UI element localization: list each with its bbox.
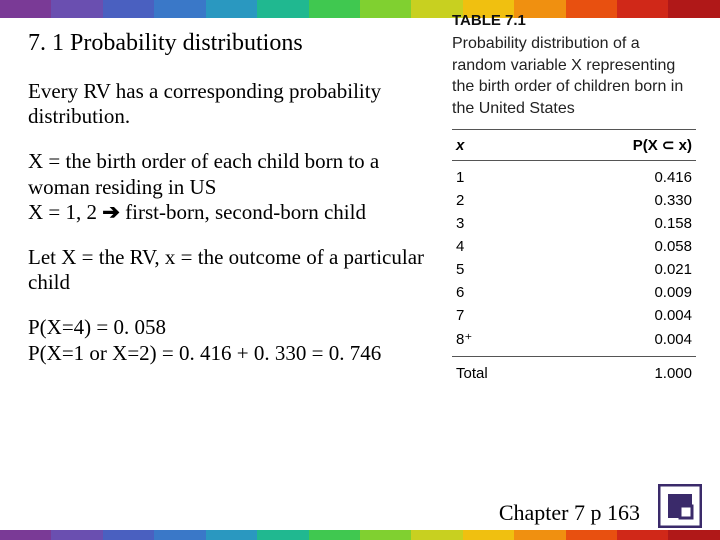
stripe-segment: [617, 530, 668, 540]
table-row: 60.009: [452, 281, 696, 304]
page-footer-text: Chapter 7 p 163: [499, 500, 640, 526]
stripe-segment: [103, 530, 154, 540]
stripe-segment: [51, 530, 102, 540]
stripe-segment: [463, 530, 514, 540]
table-cell-x: 8⁺: [452, 327, 550, 357]
table-body: 10.41620.33030.15840.05850.02160.00970.0…: [452, 161, 696, 389]
slide-text-column: 7. 1 Probability distributions Every RV …: [28, 30, 438, 386]
table-cell-prob: 0.416: [550, 161, 696, 190]
stripe-segment: [0, 0, 51, 18]
stripe-segment: [206, 0, 257, 18]
table-cell-prob: 0.004: [550, 304, 696, 327]
stripe-segment: [360, 0, 411, 18]
stripe-segment: [0, 530, 51, 540]
table-row: 10.416: [452, 161, 696, 190]
stripe-segment: [309, 0, 360, 18]
definition-line2-prefix: X = 1, 2: [28, 200, 102, 224]
table-cell-prob: 0.330: [550, 189, 696, 212]
table-header-row: x P(X ⊂ x): [452, 130, 696, 161]
rv-notation-paragraph: Let X = the RV, x = the outcome of a par…: [28, 245, 438, 295]
table-cell-prob: 0.058: [550, 235, 696, 258]
bottom-rainbow-stripe: [0, 530, 720, 540]
table-cell-prob: 0.004: [550, 327, 696, 357]
table-cell-x: 7: [452, 304, 550, 327]
section-heading: 7. 1 Probability distributions: [28, 30, 438, 57]
stripe-segment: [360, 530, 411, 540]
stripe-segment: [51, 0, 102, 18]
table-cell-x: 6: [452, 281, 550, 304]
stripe-segment: [309, 530, 360, 540]
table-row: 50.021: [452, 258, 696, 281]
table-cell-prob: 0.009: [550, 281, 696, 304]
table-row: 30.158: [452, 212, 696, 235]
stripe-segment: [154, 0, 205, 18]
definition-paragraph: X = the birth order of each child born t…: [28, 149, 438, 225]
table-total-label: Total: [452, 357, 550, 389]
definition-line2-suffix: first-born, second-born child: [120, 200, 366, 224]
table-row: 40.058: [452, 235, 696, 258]
table-total-row: Total1.000: [452, 357, 696, 389]
table-header-x: x: [452, 130, 550, 161]
stripe-segment: [411, 530, 462, 540]
probability-calc-paragraph: P(X=4) = 0. 058 P(X=1 or X=2) = 0. 416 +…: [28, 315, 438, 365]
stripe-segment: [206, 530, 257, 540]
stripe-segment: [257, 530, 308, 540]
table-caption: Probability distribution of a random var…: [452, 33, 696, 119]
table-header-p: P(X ⊂ x): [550, 130, 696, 161]
stripe-segment: [103, 0, 154, 18]
table-cell-prob: 0.158: [550, 212, 696, 235]
table-cell-x: 3: [452, 212, 550, 235]
table-cell-x: 2: [452, 189, 550, 212]
table-row: 20.330: [452, 189, 696, 212]
table-row: 8⁺0.004: [452, 327, 696, 357]
table-cell-x: 4: [452, 235, 550, 258]
prob-calc-line1: P(X=4) = 0. 058: [28, 315, 166, 339]
stripe-segment: [668, 530, 719, 540]
prob-calc-line2: P(X=1 or X=2) = 0. 416 + 0. 330 = 0. 746: [28, 341, 381, 365]
stripe-segment: [154, 530, 205, 540]
table-label: TABLE 7.1: [452, 12, 696, 29]
table-cell-prob: 0.021: [550, 258, 696, 281]
probability-table-panel: TABLE 7.1 Probability distribution of a …: [452, 12, 696, 388]
institution-logo-icon: [658, 484, 702, 528]
probability-table: x P(X ⊂ x) 10.41620.33030.15840.05850.02…: [452, 129, 696, 388]
stripe-segment: [257, 0, 308, 18]
table-cell-x: 1: [452, 161, 550, 190]
definition-line1: X = the birth order of each child born t…: [28, 149, 379, 198]
table-cell-x: 5: [452, 258, 550, 281]
stripe-segment: [566, 530, 617, 540]
stripe-segment: [514, 530, 565, 540]
table-total-value: 1.000: [550, 357, 696, 389]
arrow-icon: ➔: [102, 201, 120, 224]
table-row: 70.004: [452, 304, 696, 327]
intro-paragraph: Every RV has a corresponding probability…: [28, 79, 438, 129]
